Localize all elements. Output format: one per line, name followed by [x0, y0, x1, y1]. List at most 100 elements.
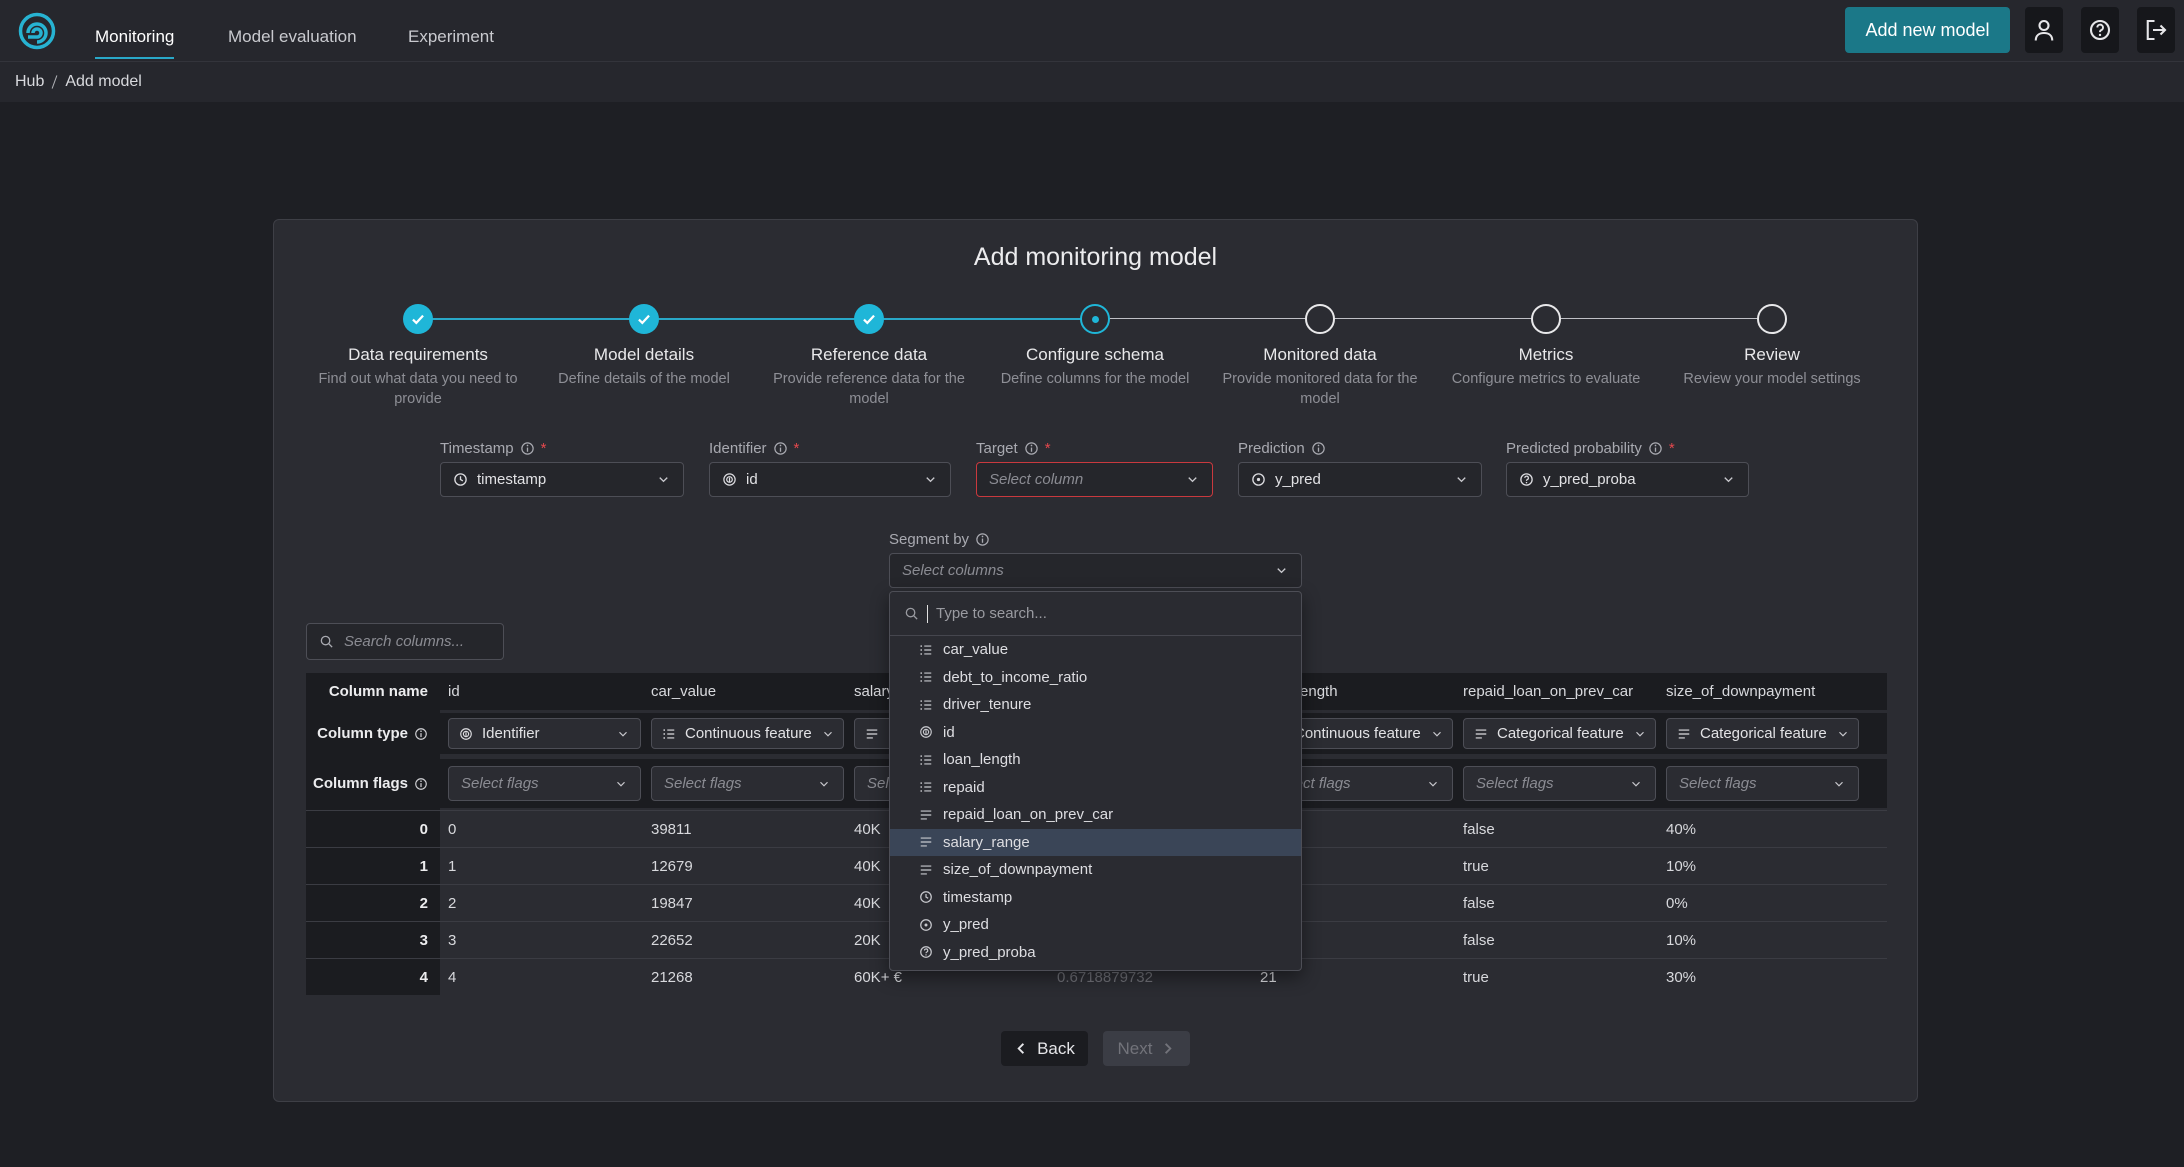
flags-placeholder: Select flags	[1679, 775, 1757, 792]
option-label: car_value	[943, 641, 1008, 658]
type-icon	[459, 727, 473, 741]
info-icon	[975, 532, 990, 547]
step-title: Configure schema	[985, 345, 1205, 365]
dropdown-option[interactable]: repaid_loan_on_prev_car	[890, 801, 1301, 829]
icon	[1024, 441, 1039, 456]
segment-dropdown: Type to search... car_value debt_to_income…	[889, 591, 1302, 971]
dropdown-option[interactable]: car_value	[890, 636, 1301, 664]
select-field[interactable]: timestamp	[440, 462, 684, 497]
option-label: repaid_loan_on_prev_car	[943, 806, 1113, 823]
dropdown-option[interactable]: salary_range	[890, 829, 1301, 857]
icon-part	[2040, 21, 2049, 30]
select-field[interactable]: Select column	[976, 462, 1213, 497]
column-type-select[interactable]: Categorical feature	[1463, 718, 1656, 749]
row-index: 0	[306, 811, 428, 848]
column-type: Categorical feature	[1497, 725, 1624, 742]
chevron	[1832, 777, 1846, 791]
icon	[1648, 441, 1663, 456]
field-label: Target*	[976, 440, 1051, 457]
nav-tab[interactable]: Model evaluation	[228, 27, 357, 57]
chevron	[821, 727, 835, 741]
icon	[919, 643, 933, 657]
icon	[409, 310, 427, 328]
select-field[interactable]: y_pred_proba	[1506, 462, 1749, 497]
row-index: 3	[306, 922, 428, 959]
icon-part	[2153, 26, 2165, 35]
icon-part	[1257, 478, 1260, 481]
step-connector	[418, 318, 644, 320]
cell-value: true	[1463, 848, 1489, 885]
add-model-button[interactable]: Add new model	[1845, 7, 2010, 53]
nav-tab[interactable]: Experiment	[408, 27, 494, 57]
field-value: id	[746, 471, 758, 488]
column-type-select[interactable]: Continuous feature	[651, 718, 844, 749]
select-field[interactable]: id	[709, 462, 951, 497]
nav-tab[interactable]: Monitoring	[95, 27, 174, 59]
icon	[1832, 777, 1846, 791]
icon	[1519, 472, 1534, 487]
select-field[interactable]: y_pred	[1238, 462, 1482, 497]
icon	[614, 777, 628, 791]
row-header-text: Column name	[329, 683, 428, 700]
chevron	[1185, 472, 1200, 487]
icon-part	[1636, 732, 1643, 736]
column-flags-select[interactable]: Select flags	[1463, 766, 1656, 801]
cell-value: 12679	[651, 848, 693, 885]
step-circle	[1080, 304, 1110, 334]
icon-part	[329, 644, 332, 647]
icon	[1454, 472, 1469, 487]
info-icon	[1311, 441, 1326, 456]
option-icon	[919, 725, 933, 739]
required-mark: *	[1045, 440, 1051, 457]
column-type-select[interactable]: Identifier	[448, 718, 641, 749]
cell-value: 21268	[651, 959, 693, 995]
icon-button[interactable]	[2137, 7, 2175, 53]
cell-value: false	[1463, 922, 1495, 959]
dropdown-option[interactable]: size_of_downpayment	[890, 856, 1301, 884]
chevron	[614, 777, 628, 791]
segment-select[interactable]: Select columns	[889, 553, 1302, 588]
back-button[interactable]: Back	[1001, 1031, 1088, 1066]
column-flags-select[interactable]: Select flags	[651, 766, 844, 801]
icon-part	[1525, 476, 1529, 481]
text-cursor	[927, 605, 928, 623]
column-type: Continuous feature	[685, 725, 812, 742]
icon-part	[660, 478, 668, 482]
dropdown-option[interactable]: driver_tenure	[890, 691, 1301, 719]
cell-value: 40K	[854, 885, 881, 922]
dropdown-search[interactable]: Type to search...	[890, 592, 1301, 636]
breadcrumb-item[interactable]: Hub	[15, 73, 44, 91]
flags-placeholder: Select flags	[664, 775, 742, 792]
dropdown-option[interactable]: timestamp	[890, 884, 1301, 912]
dropdown-option[interactable]: y_pred	[890, 911, 1301, 939]
type-icon	[662, 727, 676, 741]
field-label: Segment by	[889, 531, 990, 548]
column-search[interactable]: Search columns...	[306, 623, 504, 660]
icon-button[interactable]	[2081, 7, 2119, 53]
dropdown-option[interactable]: loan_length	[890, 746, 1301, 774]
dropdown-search-placeholder: Type to search...	[936, 605, 1047, 622]
type-icon	[1474, 727, 1488, 741]
option-label: y_pred	[943, 916, 989, 933]
icon-button[interactable]	[2025, 7, 2063, 53]
dropdown-option[interactable]: debt_to_income_ratio	[890, 664, 1301, 692]
icon-part	[925, 954, 926, 955]
icon-part	[413, 316, 423, 323]
dropdown-option[interactable]: y_pred_proba	[890, 939, 1301, 967]
step-title: Review	[1662, 345, 1882, 365]
icon	[773, 441, 788, 456]
column-flags-select[interactable]: Select flags	[1666, 766, 1859, 801]
cell-value: 40K	[854, 848, 881, 885]
icon-part	[982, 536, 984, 538]
icon	[1160, 1041, 1175, 1056]
icon-part	[2097, 25, 2103, 32]
dropdown-option[interactable]: repaid	[890, 774, 1301, 802]
column-flags-select[interactable]: Select flags	[448, 766, 641, 801]
field-icon	[722, 472, 737, 487]
icon	[2088, 18, 2112, 42]
chevron	[1274, 563, 1289, 578]
dropdown-option[interactable]: id	[890, 719, 1301, 747]
column-type-select[interactable]: Categorical feature	[1666, 718, 1859, 749]
icon	[923, 472, 938, 487]
